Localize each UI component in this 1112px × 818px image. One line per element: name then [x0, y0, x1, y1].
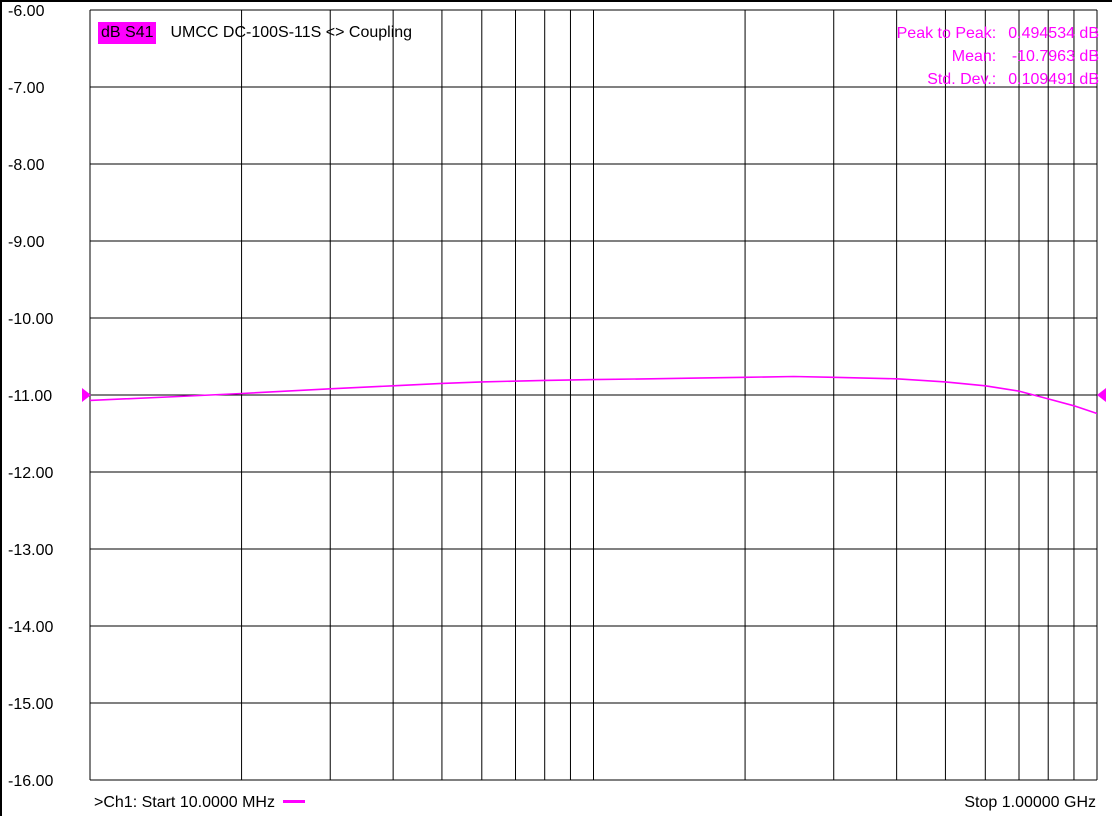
stat-value: 0.109491 dB — [1008, 71, 1099, 88]
trace-title: dB S41 UMCC DC-100S-11S <> Coupling — [98, 22, 412, 44]
y-tick-label: -13.00 — [8, 542, 53, 559]
stat-label: Peak to Peak: — [896, 25, 997, 42]
start-frequency: >Ch1: Start 10.0000 MHz — [94, 794, 275, 811]
y-tick-label: -16.00 — [8, 773, 53, 790]
stop-frequency: Stop 1.00000 GHz — [964, 794, 1096, 811]
reference-marker-right — [1097, 388, 1106, 402]
stat-label: Std. Dev.: — [927, 71, 997, 88]
stat-label: Mean: — [951, 48, 997, 65]
trace-legend-swatch — [282, 799, 305, 803]
y-tick-label: -7.00 — [8, 80, 45, 97]
s41-trace-line — [89, 375, 1098, 415]
y-tick-label: -14.00 — [8, 619, 53, 636]
trace-description: UMCC DC-100S-11S <> Coupling — [170, 24, 413, 41]
y-tick-label: -10.00 — [8, 311, 53, 328]
y-tick-label: -11.00 — [8, 388, 52, 405]
y-tick-label: -8.00 — [8, 157, 45, 174]
y-tick-label: -9.00 — [8, 234, 45, 251]
y-tick-label: -15.00 — [8, 696, 53, 713]
channel-start-label: >Ch1: Start 10.0000 MHz — [94, 794, 305, 812]
reference-marker-left — [82, 388, 91, 402]
parameter-badge[interactable]: dB S41 — [98, 22, 157, 44]
y-tick-label: -6.00 — [8, 3, 45, 20]
y-tick-label: -12.00 — [8, 465, 53, 482]
trace-statistics: Peak to Peak: 0.494534 dB Mean: -10.7963… — [897, 22, 1099, 91]
stat-value: 0.494534 dB — [1008, 25, 1099, 42]
stat-value: -10.7963 dB — [1011, 48, 1099, 65]
